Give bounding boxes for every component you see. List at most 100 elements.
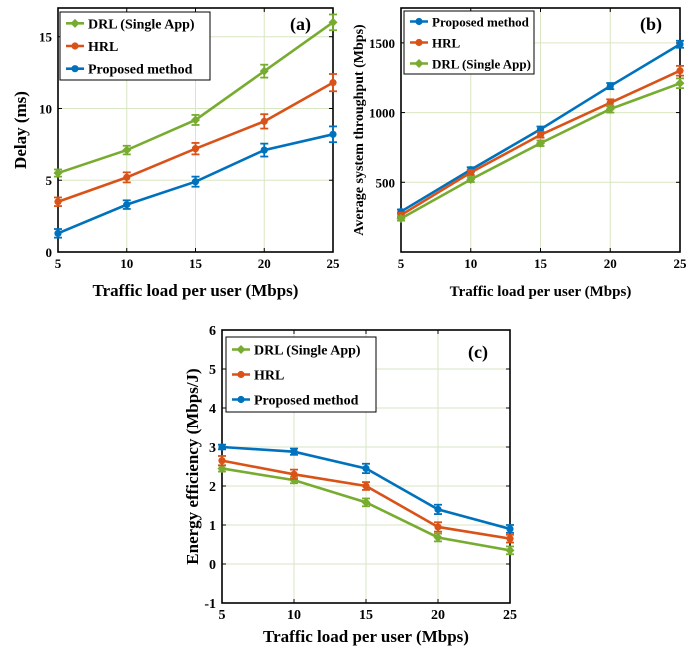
panel-label: (c) (468, 342, 488, 363)
chart-panel-2: 5 10 15 20 25 500 1000 1500 Traffic load per use… (352, 7, 688, 300)
y-tick-label: 1000 (369, 106, 395, 121)
y-tick-label: 5 (209, 363, 216, 378)
data-point (260, 117, 268, 125)
data-point (676, 67, 684, 75)
x-tick-label: 25 (503, 608, 517, 623)
data-point (191, 145, 200, 153)
legend-marker (415, 38, 423, 47)
x-tick-label: 10 (464, 256, 477, 271)
data-point (260, 146, 268, 154)
x-tick-label: 15 (359, 608, 373, 623)
legend-entry: DRL (Single App) (88, 17, 195, 32)
data-point (290, 448, 298, 456)
data-point (434, 523, 442, 531)
legend-marker (237, 395, 245, 404)
y-tick-label: 2 (209, 480, 216, 495)
x-axis-label: Traffic load per user (Mbps) (450, 284, 632, 300)
series-green (53, 13, 338, 178)
data-point (290, 470, 298, 478)
x-tick-label: 5 (55, 256, 62, 271)
data-point (362, 464, 370, 473)
data-point (191, 178, 200, 186)
chart-panel-3: 5 10 15 20 25 -1 0 1 2 3 4 5 6 Traffic load per user … (183, 324, 517, 646)
x-axis-label: Traffic load per user (Mbps) (93, 281, 299, 300)
data-point (54, 198, 62, 206)
x-tick-label: 5 (398, 256, 405, 271)
data-point (123, 173, 131, 181)
x-tick-label: 25 (327, 256, 341, 271)
legend-marker (415, 17, 423, 26)
legend-box (59, 11, 211, 81)
y-tick-label: 10 (39, 101, 52, 116)
data-point (434, 505, 442, 513)
legend-box (225, 336, 377, 413)
data-point (536, 125, 545, 133)
legend-marker (70, 18, 80, 28)
legend-entry: Proposed method (88, 63, 193, 78)
series-green (217, 463, 515, 556)
legend-entry: Proposed method (254, 394, 359, 409)
panel-label: (b) (640, 14, 662, 35)
data-point (329, 79, 337, 87)
series-blue (218, 443, 514, 534)
data-point (361, 497, 371, 507)
y-tick-label: 6 (209, 324, 216, 339)
y-tick-label: 15 (39, 30, 53, 45)
data-point (506, 535, 514, 543)
data-point (606, 99, 614, 107)
data-point (466, 174, 476, 184)
y-tick-label: 3 (209, 441, 216, 456)
data-point (536, 131, 545, 139)
data-point (218, 457, 226, 465)
data-point (259, 66, 269, 76)
y-axis-label: Delay (ms) (11, 91, 30, 169)
x-tick-label: 25 (674, 256, 688, 271)
legend-marker (71, 65, 79, 73)
series-blue (54, 125, 337, 239)
data-point (676, 40, 684, 48)
legend-marker (236, 345, 246, 354)
y-tick-label: 1 (209, 519, 216, 534)
x-tick-label: 5 (219, 608, 226, 623)
data-point (362, 482, 370, 490)
data-point (54, 229, 62, 237)
data-point (122, 145, 132, 155)
y-tick-label: 4 (209, 402, 216, 417)
legend-marker (237, 370, 245, 379)
y-tick-label: 500 (376, 175, 396, 190)
data-point (506, 525, 514, 533)
legend: DRL (Single App) HRL Proposed method (59, 11, 211, 81)
data-point (218, 443, 226, 451)
legend: DRL (Single App) HRL Proposed method (225, 336, 377, 413)
panel-label: (a) (290, 14, 311, 35)
data-point (53, 168, 63, 178)
data-point (396, 214, 406, 224)
legend-marker (71, 42, 79, 50)
x-tick-label: 10 (120, 256, 133, 271)
legend-entry: DRL (Single App) (432, 57, 531, 72)
legend-entry: Proposed method (432, 15, 530, 30)
data-point (605, 104, 615, 114)
y-axis-label: Average system throughput (Mbps) (352, 24, 367, 236)
series-orange (54, 73, 337, 207)
legend-entry: HRL (88, 40, 118, 55)
x-tick-label: 20 (431, 608, 445, 623)
data-point (433, 532, 443, 542)
legend-entry: DRL (Single App) (254, 344, 361, 359)
series-green (396, 77, 685, 224)
data-point (289, 475, 299, 485)
x-axis-label: Traffic load per user (Mbps) (263, 627, 469, 646)
x-tick-label: 10 (287, 608, 301, 623)
data-point (328, 17, 338, 27)
y-axis-label: Energy efficiency (Mbps/J) (183, 368, 202, 564)
x-tick-label: 20 (604, 256, 617, 271)
data-point (191, 115, 200, 125)
y-tick-label: 0 (209, 558, 216, 573)
series-orange (218, 455, 514, 544)
x-tick-label: 15 (189, 256, 203, 271)
legend-entry: HRL (254, 369, 284, 384)
legend-marker (414, 59, 424, 68)
data-point (123, 201, 131, 209)
